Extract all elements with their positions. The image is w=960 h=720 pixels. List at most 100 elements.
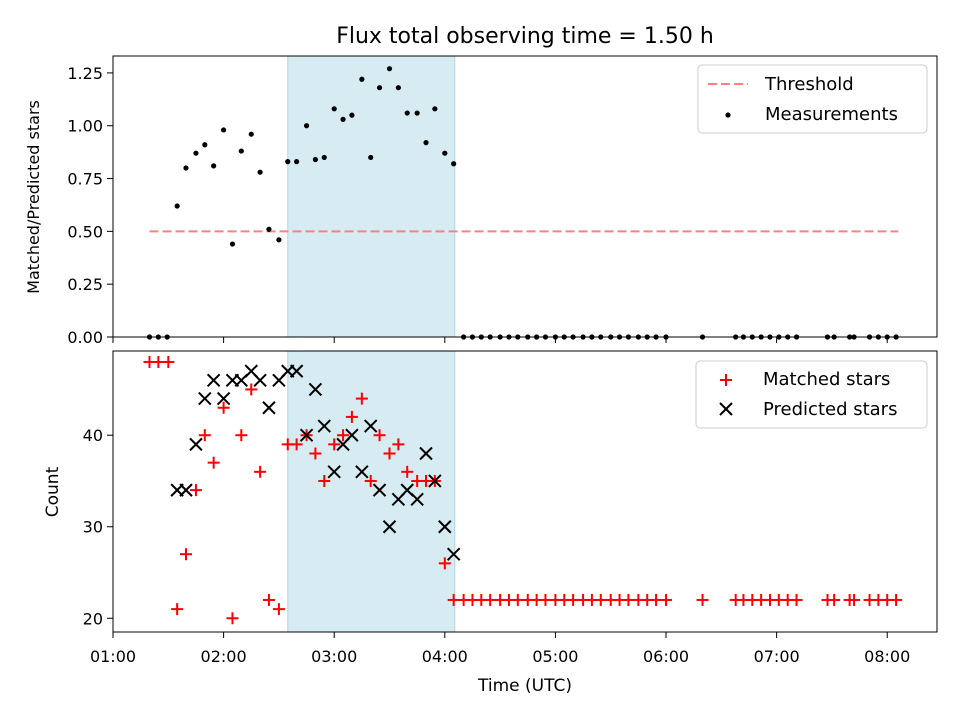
top-y-ticks: 0.00 0.25 0.50 0.75 1.00 1.25 [67,64,113,347]
measurement-point [238,148,244,154]
chart-title: Flux total observing time = 1.50 h [336,24,714,49]
measurement-point [349,112,355,118]
bottom-legend: Matched stars Predicted stars [695,360,928,429]
matched-star-point [179,548,192,561]
measurement-point [221,127,227,133]
measurement-point [276,237,282,243]
matched-star-point [262,593,275,606]
predicted-star-point [364,419,378,433]
measurement-point [257,169,263,175]
matched-star-point [290,438,303,451]
predicted-star-point [438,520,452,534]
predicted-star-point [206,373,221,387]
matched-star-point [226,612,239,625]
legend-matched-label: Matched stars [763,369,890,390]
top-data-layer [146,66,899,340]
matched-star-point [309,447,322,460]
matched-star-point [383,447,396,460]
x-tick-label: 06:00 [643,647,689,666]
top-y-tick-label: 0.25 [67,275,103,294]
matched-star-point [345,410,358,423]
top-y-tick-label: 0.50 [67,222,103,241]
observing-span-top [287,55,456,338]
legend-threshold-label: Threshold [764,74,854,95]
matched-star-point [217,401,230,414]
top-y-tick-label: 0.00 [67,328,103,347]
measurement-point [359,76,365,82]
legend-measurements-swatch [725,112,731,118]
top-y-tick-label: 0.75 [67,170,103,189]
predicted-star-point [355,465,369,479]
matched-star-point [373,429,386,442]
x-tick-label: 05:00 [532,647,578,666]
predicted-star-point [446,547,461,561]
matched-star-point [198,429,211,442]
legend-predicted-swatch [719,402,733,416]
measurement-point [423,140,429,146]
bottom-y-tick-label: 30 [83,518,103,537]
matched-star-point [848,593,861,606]
matched-star-point [337,429,350,442]
measurement-point [442,150,448,156]
measurement-point [395,85,401,91]
measurement-point [285,159,291,165]
x-tick-label: 03:00 [311,647,357,666]
predicted-star-point [179,483,193,497]
predicted-star-point [419,446,433,461]
bottom-y-ticks: 20 30 40 [83,426,113,628]
measurement-point [312,156,319,163]
matched-star-point [171,603,184,616]
bottom-y-tick-label: 20 [83,609,103,628]
predicted-star-point [317,419,331,433]
bottom-data-layer [143,355,903,625]
measurement-point [303,123,310,129]
measurement-point [368,154,374,161]
matched-star-point [438,557,451,570]
matched-star-point [660,593,673,606]
legend-measurements-label: Measurements [765,104,898,125]
top-axes-frame [112,55,938,338]
x-axis-label: Time (UTC) [477,676,572,696]
matched-star-point [318,474,331,487]
matched-star-point [245,383,258,396]
measurement-point [340,116,346,122]
top-panel: 0.00 0.25 0.50 0.75 1.00 1.25 Flux total obse… [24,24,938,347]
predicted-star-point [299,428,314,442]
matched-star-point [207,456,220,469]
top-legend-box [697,64,928,134]
bottom-x-ticks: 01:00 02:00 03:00 04:00 05:00 06:00 07:00 08:00 [90,632,910,666]
predicted-star-point [428,474,442,488]
x-tick-label: 01:00 [90,647,136,666]
predicted-star-point [198,391,212,406]
measurement-point [414,110,420,116]
bottom-axes-frame [112,350,938,633]
predicted-star-point [216,391,231,406]
measurement-point [202,142,208,148]
measurement-point [174,203,180,209]
top-legend: Threshold Measurements [697,64,928,134]
matched-star-point [401,465,414,478]
matched-star-point [162,355,175,368]
measurement-point [404,110,410,116]
measurement-point [331,106,337,112]
predicted-star-point [410,492,424,506]
matched-star-point [235,429,248,442]
measurement-point [248,131,254,137]
top-y-tick-label: 1.00 [67,117,103,136]
predicted-star-point [289,364,304,378]
measurement-point [432,106,438,112]
measurement-point [266,226,272,232]
measurement-point [376,85,383,91]
predicted-star-point [262,401,276,415]
bottom-y-tick-label: 40 [83,426,103,445]
x-tick-label: 07:00 [754,647,800,666]
legend-predicted-label: Predicted stars [763,399,897,420]
matched-star-point [328,438,341,451]
predicted-star-point [308,382,323,397]
matched-star-point [189,484,202,497]
top-x-ticks [112,337,888,343]
measurement-point [183,165,189,171]
matched-star-point [890,593,903,606]
observing-span-bottom [287,350,456,633]
